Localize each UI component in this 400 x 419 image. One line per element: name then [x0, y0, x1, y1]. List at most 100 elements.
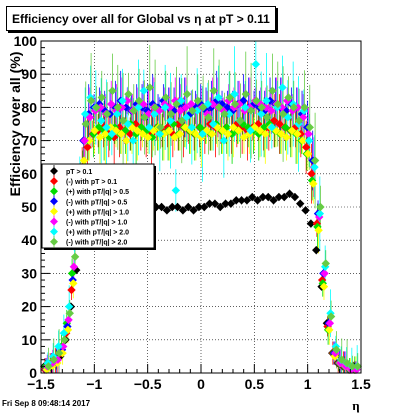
data-point: [285, 189, 294, 198]
data-point: [145, 83, 154, 92]
x-axis-label: η: [352, 398, 359, 413]
data-point: [162, 206, 172, 215]
data-point: [112, 109, 122, 119]
data-point: [189, 206, 198, 215]
data-point: [80, 136, 89, 145]
data-point: [230, 89, 239, 99]
data-point: [278, 109, 288, 119]
x-tick-label: −1: [86, 376, 102, 392]
data-point: [138, 129, 147, 139]
data-point: [268, 86, 277, 95]
data-point: [198, 103, 208, 112]
legend-label: pT > 0.1: [66, 169, 92, 176]
data-point: [282, 133, 291, 142]
data-point: [319, 282, 329, 291]
data-point: [194, 202, 204, 212]
data-point: [54, 348, 64, 358]
data-point: [166, 109, 176, 119]
data-point: [118, 116, 128, 125]
data-point: [67, 269, 77, 278]
data-point: [184, 202, 193, 212]
x-tick-label: 1: [304, 376, 312, 392]
data-point: [176, 106, 185, 115]
legend-label: (-) with pT/|q| > 2.0: [66, 240, 127, 247]
data-point: [173, 202, 182, 212]
data-point: [208, 119, 218, 129]
data-point: [160, 103, 170, 112]
data-point: [261, 129, 270, 139]
data-point: [225, 93, 234, 102]
data-point: [95, 133, 105, 142]
y-tick-label: 70: [21, 133, 37, 149]
data-point: [256, 109, 266, 119]
data-point: [102, 123, 111, 132]
y-axis-label: Efficiency over all (%): [7, 52, 23, 197]
data-point: [326, 312, 336, 321]
data-point: [96, 116, 106, 125]
data-point: [353, 362, 362, 371]
data-point: [156, 123, 165, 132]
data-point: [239, 96, 248, 105]
data-point: [315, 209, 325, 218]
data-point: [296, 199, 305, 208]
x-tick-label: −0.5: [134, 376, 162, 392]
y-tick-label: 50: [21, 199, 37, 215]
data-point: [287, 126, 297, 135]
data-point: [290, 192, 300, 202]
data-point: [298, 136, 307, 145]
data-point: [262, 113, 272, 122]
data-point: [238, 119, 247, 129]
data-point: [193, 96, 202, 105]
data-point: [155, 129, 165, 139]
data-point: [177, 116, 186, 125]
data-point: [139, 99, 148, 109]
data-point: [150, 103, 160, 112]
data-point: [129, 106, 138, 115]
y-tick-label: 100: [14, 33, 38, 49]
data-point: [275, 119, 284, 129]
data-point: [107, 129, 117, 139]
data-point: [274, 192, 284, 202]
data-point: [92, 103, 101, 112]
data-point: [304, 136, 314, 145]
data-point: [168, 202, 177, 212]
data-point: [257, 103, 266, 112]
legend-label: (+) with pT/|q| > 2.0: [66, 230, 129, 237]
data-point: [229, 123, 238, 132]
data-point: [252, 96, 261, 105]
legend-label: (-) with pT/|q| > 0.5: [66, 199, 127, 206]
data-point: [67, 285, 76, 295]
data-point: [140, 113, 149, 122]
data-point: [100, 106, 109, 115]
data-point: [171, 186, 181, 195]
data-point: [150, 109, 159, 119]
data-point: [70, 252, 80, 261]
data-point: [187, 123, 197, 132]
data-point: [44, 362, 53, 371]
data-point: [128, 136, 138, 145]
data-point: [134, 96, 144, 105]
chart-title: Efficiency over all for Global vs η at p…: [6, 6, 276, 31]
data-point: [246, 106, 256, 115]
data-point: [258, 192, 268, 202]
data-point: [242, 196, 252, 205]
data-point: [143, 106, 152, 115]
y-tick-label: 80: [21, 99, 37, 115]
data-point: [85, 113, 95, 122]
data-point: [172, 99, 181, 109]
data-point: [200, 202, 209, 212]
data-point: [232, 196, 241, 205]
data-point: [155, 106, 164, 115]
data-point: [226, 199, 236, 208]
data-point: [207, 129, 217, 139]
data-point: [216, 202, 225, 212]
legend-label: (-) with pT > 0.1: [66, 179, 117, 186]
data-point: [108, 86, 117, 95]
data-point: [237, 196, 246, 205]
data-point: [300, 103, 309, 112]
data-point: [262, 96, 271, 105]
data-point: [214, 103, 224, 112]
data-point: [325, 319, 335, 328]
data-point: [239, 133, 249, 142]
data-point: [64, 315, 73, 325]
